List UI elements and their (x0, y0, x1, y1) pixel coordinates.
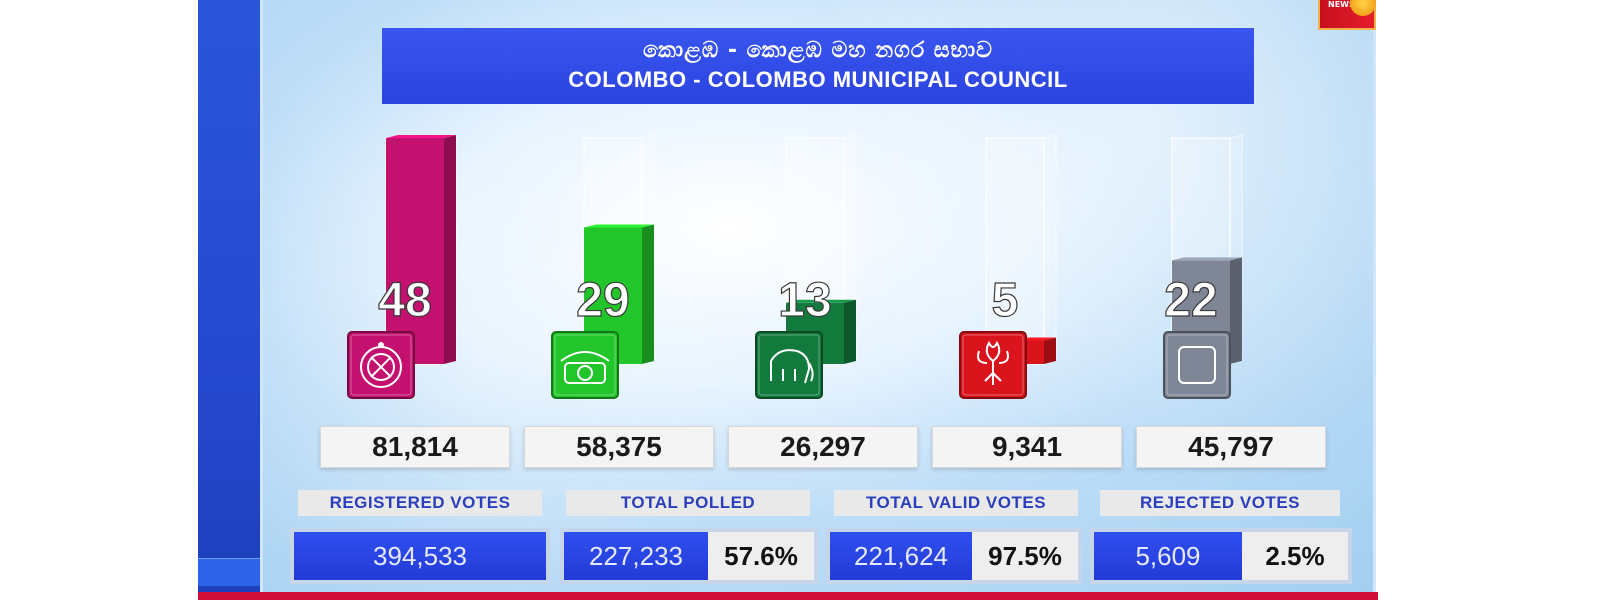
box-icon (1163, 331, 1231, 399)
bar-side-face (1044, 337, 1056, 364)
rejected-votes-number: 5,609 (1135, 540, 1201, 571)
seat-value-label: 29 (576, 274, 629, 327)
bar-box: 22 (1164, 134, 1243, 365)
bar-top-face (584, 224, 654, 228)
rejected-votes-percent: 2.5% (1242, 532, 1348, 580)
compass-icon (347, 331, 415, 399)
total-polled-percent: 57.6% (708, 532, 814, 580)
lotus-bud-icon (959, 331, 1027, 399)
sun-icon (1350, 0, 1376, 16)
total-polled-number: 227,233 (589, 540, 683, 571)
total-polled-value: 227,233 57.6% (560, 528, 818, 584)
bar-top-face (786, 299, 856, 303)
bar-top-face (1172, 257, 1242, 261)
left-panel-strip (198, 0, 260, 600)
total-valid-votes-percent: 97.5% (972, 532, 1078, 580)
seat-value-label: 5 (992, 274, 1019, 327)
votes-box-compass: 81,814 (320, 426, 510, 468)
bottom-red-line (198, 592, 1378, 600)
bar-side-face (844, 299, 856, 364)
bar-compass: 48 (378, 134, 457, 365)
registered-votes-label: REGISTERED VOTES (298, 490, 542, 516)
elephant-icon (755, 331, 823, 399)
bar-front-face (386, 138, 444, 364)
votes-box-lotus-bud: 9,341 (932, 426, 1122, 468)
total-valid-votes-number: 221,624 (854, 540, 948, 571)
bar-lotus-bud: 5 (985, 134, 1057, 365)
seat-value-label: 13 (778, 274, 831, 327)
seat-value-label: 48 (378, 274, 431, 327)
rejected-votes-value: 5,609 2.5% (1090, 528, 1352, 584)
registered-votes-number: 394,533 (373, 540, 467, 571)
title-banner: කොළඹ - කොළඹ මහ නගර සභාව COLOMBO - COLOMB… (382, 28, 1254, 104)
bar-elephant: 13 (778, 134, 857, 365)
news-logo: NEWS (1318, 0, 1376, 30)
votes-box-box: 45,797 (1136, 426, 1326, 468)
left-panel-tab (198, 558, 260, 586)
bar-glass-side (1043, 134, 1057, 365)
seat-value-label: 22 (1164, 274, 1217, 327)
total-polled-label: TOTAL POLLED (566, 490, 810, 516)
bar-side-face (1230, 257, 1242, 364)
votes-box-elephant: 26,297 (728, 426, 918, 468)
bar-side-face (444, 135, 456, 364)
news-logo-text: NEWS (1328, 0, 1355, 9)
title-sinhala: කොළඹ - කොළඹ මහ නගර සභාව (643, 38, 993, 63)
bar-glass-tube (985, 137, 1045, 365)
bar-telephone: 29 (576, 134, 655, 365)
rejected-votes-label: REJECTED VOTES (1100, 490, 1340, 516)
bar-top-face (386, 135, 456, 138)
bar-side-face (642, 224, 654, 364)
total-valid-votes-label: TOTAL VALID VOTES (834, 490, 1078, 516)
votes-box-telephone: 58,375 (524, 426, 714, 468)
registered-votes-value: 394,533 (290, 528, 550, 584)
title-english: COLOMBO - COLOMBO MUNICIPAL COUNCIL (568, 67, 1068, 92)
telephone-icon (551, 331, 619, 399)
total-valid-votes-value: 221,624 97.5% (826, 528, 1082, 584)
